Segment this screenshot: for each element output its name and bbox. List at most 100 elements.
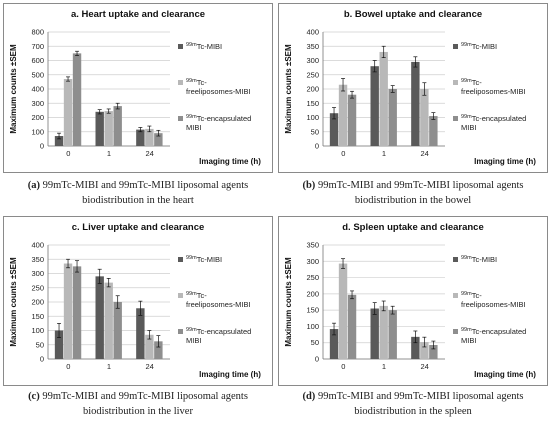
bar [379,305,388,359]
y-tick-label: 400 [31,85,44,94]
x-tick-label: 0 [66,362,70,371]
y-tick-label: 250 [31,283,44,292]
bar [145,128,154,146]
bar [72,266,82,359]
caption-label: (a) [27,180,41,191]
x-tick-label: 1 [382,362,386,371]
liver-chart: c. Liver uptake and clearance 0 50 100 150 20… [9,222,261,379]
bar [329,113,339,146]
legend-swatch [453,80,458,85]
legend-swatch [178,293,183,298]
legend-label: 99mTc-encapsulated [461,327,526,336]
bar [411,336,420,359]
chart-panel-liver: c. Liver uptake and clearance 0 50 100 150 20… [3,216,273,386]
x-tick-label: 1 [382,149,386,158]
caption-spleen: (d) 99mTc-MIBI and 99mTc-MIBI liposomal … [278,389,548,419]
caption-label: (d) [302,391,316,402]
bar [420,89,429,146]
y-tick-label: 500 [31,70,44,79]
chart-panel-spleen: d. Spleen uptake and clearance 0 50 100 150 2… [278,216,548,386]
bar [72,53,82,146]
bar [388,310,397,359]
legend-label: freeliposomes-MIBI [461,300,526,309]
legend-label: MIBI [186,123,201,132]
bar [347,294,357,359]
legend-swatch [453,116,458,121]
bar [113,302,122,359]
bar [54,136,64,146]
legend-swatch [178,44,183,49]
caption-text: 99mTc-MIBI and 99mTc-MIBI liposomal agen… [42,180,249,206]
bar [63,79,73,146]
x-tick-label: 24 [145,149,153,158]
bar [370,308,379,359]
bar [154,341,163,359]
bar [136,129,145,146]
bar [136,308,145,359]
x-tick-label: 0 [341,149,345,158]
y-axis-label: Maximum counts ±SEM [284,44,293,134]
bar [411,61,420,146]
legend-label: MIBI [186,336,201,345]
legend-label: 99mTc-MIBI [186,255,222,264]
legend-swatch [453,293,458,298]
bar [429,116,438,146]
bar [388,89,397,146]
legend-label: 99mTc- [461,291,482,300]
y-tick-label: 200 [31,113,44,122]
y-tick-label: 350 [306,241,319,250]
chart-title: a. Heart uptake and clearance [71,9,205,20]
bar [113,106,122,146]
x-tick-label: 0 [66,149,70,158]
legend-swatch [178,329,183,334]
chart-panel-heart: a. Heart uptake and clearance 0 100 200 300 4… [3,3,273,173]
bar [338,263,348,359]
caption-liver: (c) 99mTc-MIBI and 99mTc-MIBI liposomal … [3,389,273,419]
bar [429,344,438,359]
legend-swatch [178,116,183,121]
y-tick-label: 600 [31,56,44,65]
bar [54,330,64,359]
spleen-chart: d. Spleen uptake and clearance 0 50 100 150 2… [284,222,536,379]
y-tick-label: 150 [31,312,44,321]
y-tick-label: 0 [315,142,319,151]
legend-label: freeliposomes-MIBI [461,87,526,96]
legend-label: 99mTc-MIBI [461,255,497,264]
caption-bowel: (b) 99mTc-MIBI and 99mTc-MIBI liposomal … [278,178,548,208]
y-tick-label: 150 [306,99,319,108]
x-tick-label: 24 [420,362,428,371]
bar [145,334,154,359]
bar [154,133,163,146]
y-tick-label: 100 [306,322,319,331]
y-tick-label: 300 [306,56,319,65]
legend-swatch [453,329,458,334]
caption-text: 99mTc-MIBI and 99mTc-MIBI liposomal agen… [317,391,524,417]
bar [95,111,104,146]
y-tick-label: 50 [311,338,319,347]
x-tick-label: 1 [107,362,111,371]
y-tick-label: 300 [31,99,44,108]
y-tick-label: 200 [306,85,319,94]
y-tick-label: 250 [306,273,319,282]
bar [420,342,429,359]
legend-label: 99mTc- [186,291,207,300]
y-tick-label: 250 [306,70,319,79]
legend-label: 99mTc-MIBI [461,42,497,51]
legend-swatch [453,44,458,49]
y-tick-label: 0 [40,142,44,151]
bar [104,282,113,359]
legend-label: 99mTc-encapsulated [186,327,251,336]
y-tick-label: 0 [315,355,319,364]
caption-heart: (a) 99mTc-MIBI and 99mTc-MIBI liposomal … [3,178,273,208]
x-tick-label: 24 [145,362,153,371]
x-tick-label: 0 [341,362,345,371]
y-axis-label: Maximum counts ±SEM [284,257,293,347]
bar [370,66,379,146]
bar [379,51,388,147]
bar [63,263,73,359]
legend-swatch [178,257,183,262]
legend-label: MIBI [461,336,476,345]
legend-label: 99mTc-MIBI [186,42,222,51]
x-axis-label: Imaging time (h) [199,157,261,166]
y-tick-label: 400 [306,28,319,37]
